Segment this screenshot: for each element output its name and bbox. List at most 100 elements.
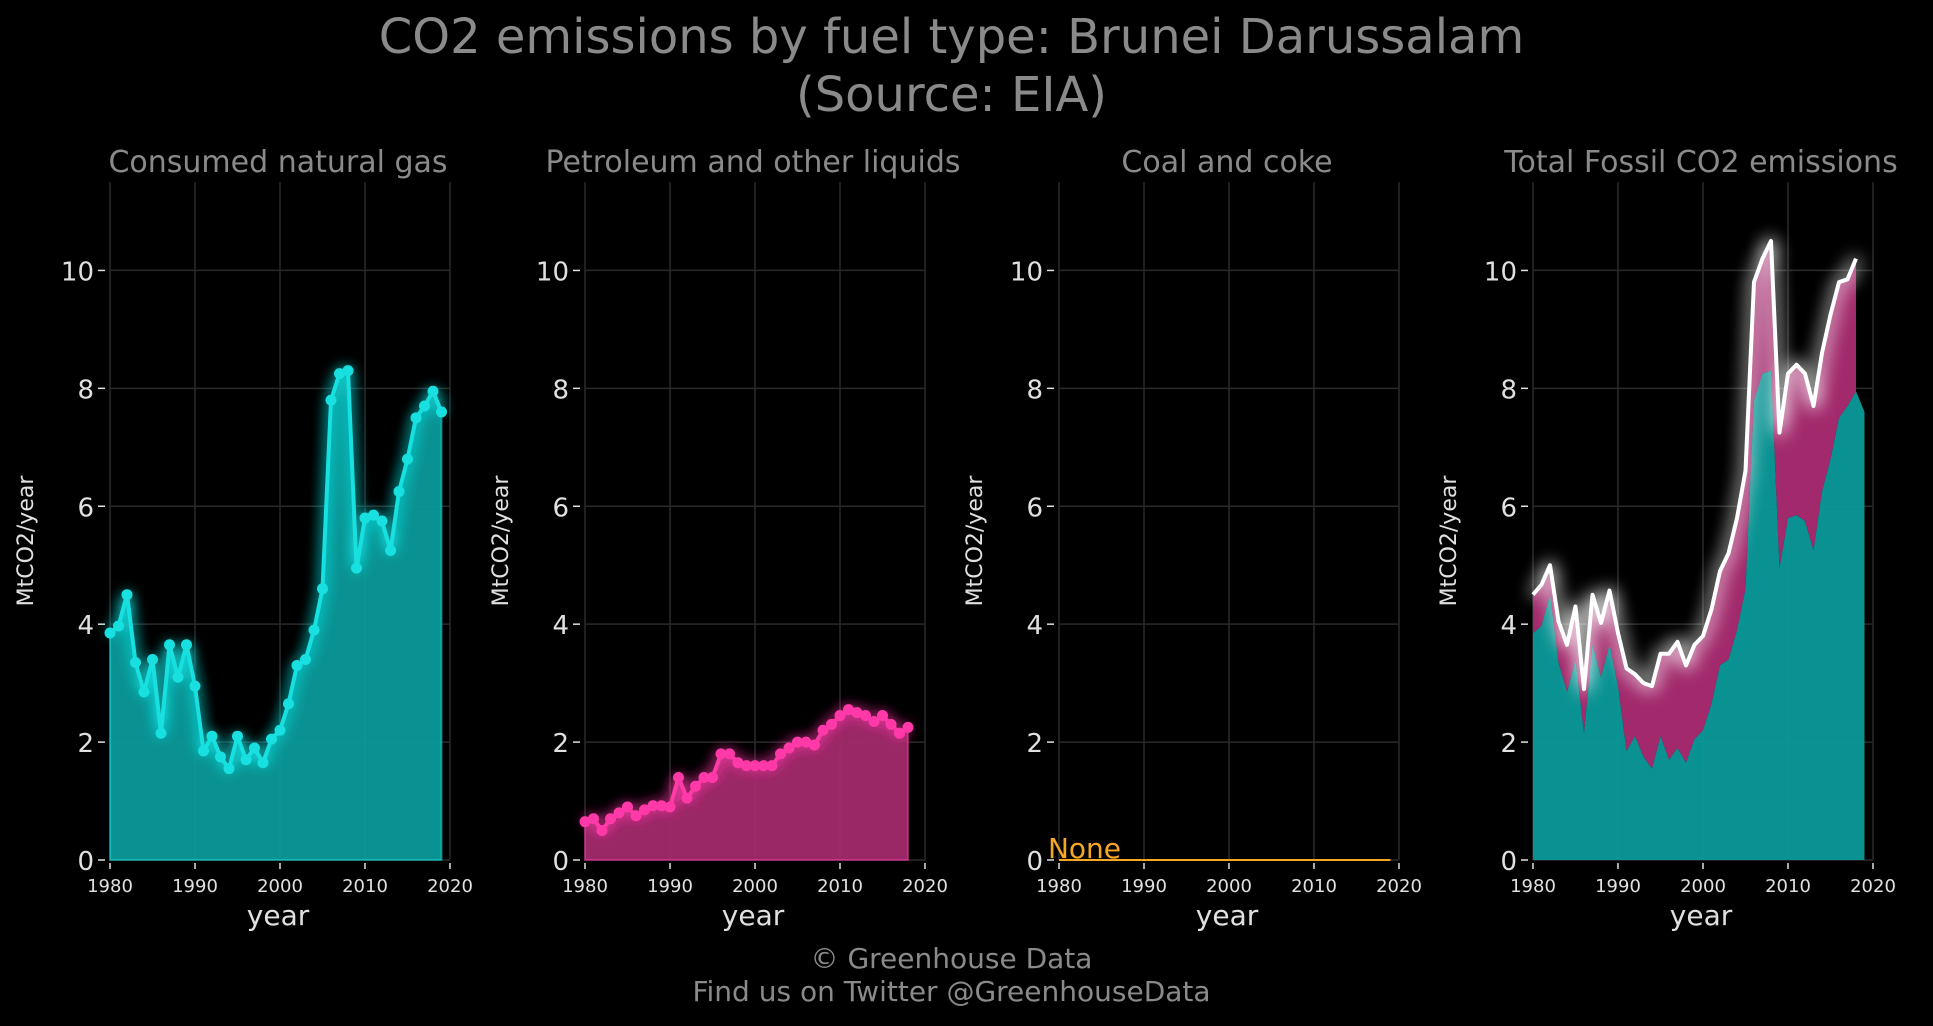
data-point xyxy=(681,792,693,804)
x-tick-label: 2000 xyxy=(1680,876,1726,897)
y-tick-label: 6 xyxy=(1026,493,1043,523)
data-point xyxy=(851,707,863,719)
y-axis-label: MtCO2/year xyxy=(489,475,514,607)
data-point xyxy=(300,654,311,666)
y-tick-label: 0 xyxy=(77,847,94,877)
data-point xyxy=(715,748,727,760)
y-axis-label: MtCO2/year xyxy=(1437,475,1462,607)
series-line xyxy=(108,368,444,771)
x-tick-label: 1990 xyxy=(1595,876,1641,897)
data-point xyxy=(579,816,591,828)
data-point xyxy=(809,739,820,751)
y-tick-label: 8 xyxy=(552,375,569,405)
data-point xyxy=(198,745,209,757)
data-point xyxy=(860,710,871,722)
data-point xyxy=(317,583,328,595)
data-point xyxy=(342,365,354,377)
data-point xyxy=(308,624,320,636)
data-point xyxy=(334,368,345,380)
data-point xyxy=(826,718,837,730)
data-point xyxy=(800,736,812,748)
none-annotation: None xyxy=(1048,832,1121,865)
data-point xyxy=(885,718,897,730)
y-tick-label: 8 xyxy=(1500,375,1517,405)
data-point xyxy=(385,544,396,556)
data-point xyxy=(155,727,167,739)
y-tick-label: 10 xyxy=(1010,257,1043,287)
y-tick-label: 10 xyxy=(536,257,569,287)
y-axis-label: MtCO2/year xyxy=(14,475,39,607)
data-point xyxy=(894,727,905,739)
data-point xyxy=(749,760,761,772)
data-point xyxy=(164,639,175,651)
data-point xyxy=(902,721,914,733)
data-point xyxy=(690,780,701,792)
data-point xyxy=(410,412,422,424)
data-point xyxy=(707,771,718,783)
data-point xyxy=(393,486,405,498)
data-point xyxy=(843,704,854,716)
y-tick-label: 10 xyxy=(61,257,94,287)
y-tick-label: 6 xyxy=(1500,493,1517,523)
data-point xyxy=(325,394,337,406)
x-tick-label: 2010 xyxy=(817,876,863,897)
panel-4: 0 2 4 6 8 10 1980 1990 2000 2010 2020 Total Fossil … xyxy=(1437,145,1898,932)
data-point xyxy=(656,800,667,812)
data-point xyxy=(698,771,710,783)
panel-2: 0 2 4 6 8 10 1980 1990 2000 2010 2020 Petroleum and… xyxy=(489,145,961,932)
x-tick-label: 2000 xyxy=(1206,876,1252,897)
y-tick-label: 8 xyxy=(77,375,94,405)
y-tick-label: 4 xyxy=(552,611,569,641)
data-point xyxy=(113,620,124,632)
x-tick-label: 2020 xyxy=(1850,876,1896,897)
data-point xyxy=(596,825,608,837)
data-point xyxy=(758,760,769,772)
x-tick-label: 2020 xyxy=(902,876,948,897)
x-axis-label: year xyxy=(1196,899,1259,932)
data-point xyxy=(427,385,439,397)
data-point xyxy=(147,654,158,666)
data-point xyxy=(232,730,243,742)
data-point xyxy=(351,562,362,574)
x-tick-label: 2010 xyxy=(1291,876,1337,897)
x-axis-label: year xyxy=(247,899,310,932)
data-point xyxy=(588,813,599,825)
data-point xyxy=(817,724,829,736)
x-tick-label: 2000 xyxy=(257,876,303,897)
y-tick-label: 2 xyxy=(1500,729,1517,759)
data-point xyxy=(732,757,744,769)
data-point xyxy=(138,686,150,698)
panel-title: Total Fossil CO2 emissions xyxy=(1503,145,1897,180)
footer-copyright: © Greenhouse Data xyxy=(810,942,1093,975)
data-point xyxy=(783,742,795,754)
data-point xyxy=(359,512,371,524)
data-point xyxy=(274,724,286,736)
data-point xyxy=(647,800,659,812)
y-tick-label: 6 xyxy=(552,493,569,523)
x-tick-label: 1990 xyxy=(647,876,693,897)
data-point xyxy=(368,509,379,521)
data-point xyxy=(283,698,294,710)
panel-title: Petroleum and other liquids xyxy=(545,145,960,180)
x-tick-label: 2000 xyxy=(732,876,778,897)
y-tick-label: 2 xyxy=(552,729,569,759)
data-point xyxy=(868,715,880,727)
y-tick-label: 2 xyxy=(1026,729,1043,759)
data-point xyxy=(605,813,616,825)
data-point xyxy=(121,589,133,601)
x-tick-label: 1990 xyxy=(172,876,218,897)
data-point xyxy=(792,736,803,748)
data-point xyxy=(613,807,625,819)
data-point xyxy=(257,757,269,769)
total-line xyxy=(1531,239,1858,691)
x-tick-label: 1980 xyxy=(1510,876,1556,897)
data-point xyxy=(766,760,778,772)
data-point xyxy=(402,453,413,465)
y-tick-label: 4 xyxy=(1500,611,1517,641)
footer: © Greenhouse Data Find us on Twitter @Gr… xyxy=(0,942,1903,1008)
data-point xyxy=(775,748,786,760)
footer-twitter: Find us on Twitter @GreenhouseData xyxy=(692,975,1211,1008)
x-tick-label: 1980 xyxy=(1036,876,1082,897)
x-tick-label: 2020 xyxy=(427,876,473,897)
data-point xyxy=(223,763,235,775)
